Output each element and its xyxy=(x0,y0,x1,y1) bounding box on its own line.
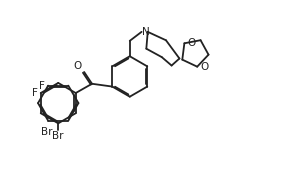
Text: Br: Br xyxy=(52,131,64,141)
Text: O: O xyxy=(187,38,195,48)
Text: F: F xyxy=(39,81,45,91)
Text: O: O xyxy=(73,61,81,71)
Text: F: F xyxy=(32,88,38,98)
Text: Br: Br xyxy=(41,127,52,137)
Text: O: O xyxy=(200,62,208,72)
Text: N: N xyxy=(142,27,150,37)
